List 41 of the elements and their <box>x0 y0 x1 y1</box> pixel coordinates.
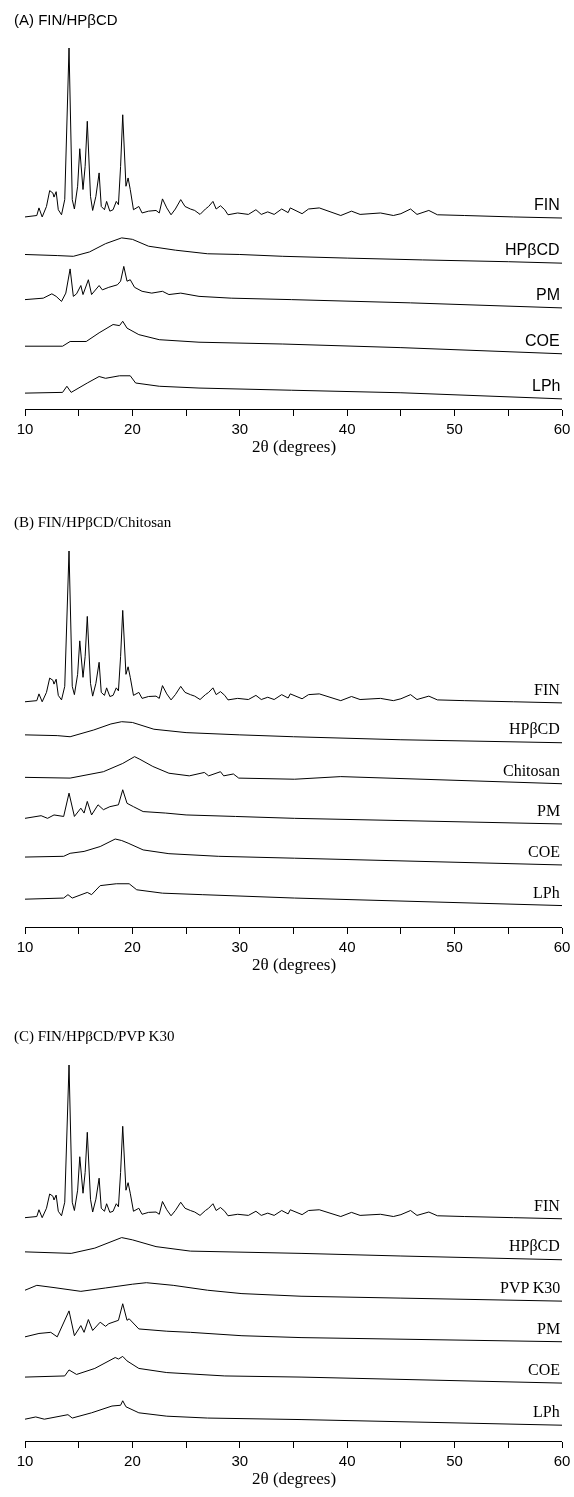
x-tick-label: 50 <box>446 938 463 956</box>
series-label: PVP K30 <box>500 1279 561 1296</box>
series-label: HPβCD <box>509 1237 560 1255</box>
series-label: HPβCD <box>509 720 560 738</box>
series-label: PM <box>537 1320 561 1337</box>
series-label: PM <box>536 286 560 303</box>
chart-title: (B) FIN/HPβCD/Chitosan <box>14 514 172 531</box>
series-label: FIN <box>534 196 560 213</box>
series-label: LPh <box>533 1403 560 1420</box>
x-tick-label: 20 <box>124 1452 141 1470</box>
x-tick-label: 50 <box>446 1452 463 1470</box>
x-tick-label: 30 <box>231 938 249 956</box>
chart-title: (A) FIN/HPβCD <box>14 11 118 28</box>
series-label: COE <box>528 843 560 860</box>
x-tick-label: 10 <box>16 420 34 438</box>
x-tick-label: 10 <box>16 938 34 956</box>
x-tick-label: 40 <box>338 420 356 438</box>
series-label: LPh <box>532 377 561 394</box>
series-label: LPh <box>533 884 560 901</box>
series-label: HPβCD <box>505 241 560 258</box>
x-axis-title: 2θ (degrees) <box>252 437 337 456</box>
x-tick-label: 30 <box>231 420 249 438</box>
x-tick-label: 20 <box>124 938 141 956</box>
x-tick-label: 10 <box>16 1452 34 1470</box>
x-tick-label: 40 <box>338 1452 356 1470</box>
x-axis-title: 2θ (degrees) <box>252 955 337 974</box>
series-label: FIN <box>534 681 561 698</box>
x-tick-label: 20 <box>124 420 141 438</box>
x-tick-label: 40 <box>338 938 356 956</box>
chart-title: (C) FIN/HPβCD/PVP K30 <box>14 1028 175 1045</box>
x-tick-label: 60 <box>553 938 571 956</box>
x-axis-title: 2θ (degrees) <box>252 1469 337 1488</box>
x-tick-label: 30 <box>231 1452 249 1470</box>
series-label: FIN <box>534 1197 561 1214</box>
x-tick-label: 50 <box>446 420 463 438</box>
series-label: PM <box>537 802 561 819</box>
x-tick-label: 60 <box>553 1452 571 1470</box>
series-label: Chitosan <box>503 762 560 779</box>
series-label: COE <box>525 332 560 349</box>
series-label: COE <box>528 1361 560 1378</box>
x-tick-label: 60 <box>553 420 571 438</box>
